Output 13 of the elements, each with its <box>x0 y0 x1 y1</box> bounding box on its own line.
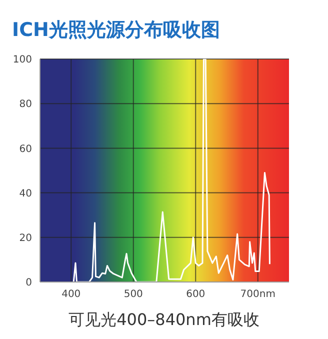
x-tick-label: 700nm <box>240 289 276 300</box>
y-tick-label: 60 <box>19 144 32 155</box>
y-tick-label: 40 <box>19 188 32 200</box>
chart-title: ICH光照光源分布吸收图 <box>11 18 221 42</box>
line-series <box>72 59 270 282</box>
y-tick-label: 20 <box>19 232 32 244</box>
y-tick-label: 0 <box>26 278 32 289</box>
x-tick-label: 400 <box>62 289 81 300</box>
x-tick-label: 500 <box>124 289 143 300</box>
y-tick-label: 100 <box>12 54 32 66</box>
y-tick-label: 80 <box>19 99 32 110</box>
text: 可见光400–840nm有吸收 <box>68 310 260 331</box>
x-tick-label: 600 <box>186 289 206 300</box>
